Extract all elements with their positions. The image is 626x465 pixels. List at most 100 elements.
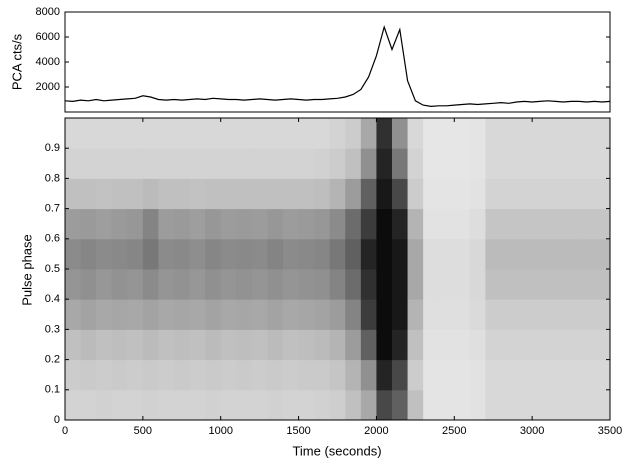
heat-cell: [220, 118, 237, 149]
heat-cell: [65, 359, 82, 391]
heat-cell: [547, 299, 564, 330]
heat-cell: [158, 299, 175, 330]
heat-cell: [360, 359, 377, 391]
heat-cell: [205, 238, 222, 270]
x-axis-label: Time (seconds): [292, 443, 381, 458]
heat-cell: [578, 329, 595, 361]
heat-cell: [501, 389, 518, 421]
heat-cell: [578, 359, 595, 391]
heat-cell: [189, 178, 206, 210]
heat-cell: [454, 269, 471, 300]
heat-cell: [454, 359, 471, 391]
heat-cell: [407, 269, 424, 300]
heat-cell: [501, 238, 518, 270]
heat-cell: [345, 118, 362, 149]
heat-cell: [376, 359, 393, 391]
heat-cell: [547, 389, 564, 421]
heat-cell: [454, 329, 471, 361]
heat-cell: [142, 389, 159, 421]
y-tick-label: 2000: [36, 81, 60, 93]
heat-cell: [298, 269, 315, 300]
heat-cell: [267, 208, 284, 240]
heat-cell: [251, 299, 268, 330]
heat-cell: [298, 238, 315, 270]
heat-cell: [298, 389, 315, 421]
heat-cell: [96, 269, 113, 300]
heat-cell: [454, 178, 471, 210]
heat-cell: [407, 208, 424, 240]
heat-cell: [174, 148, 191, 179]
heat-cell: [469, 389, 486, 421]
heat-cell: [127, 178, 144, 210]
heat-cell: [283, 118, 300, 149]
heat-cell: [360, 389, 377, 421]
heat-cell: [423, 238, 440, 270]
y-tick-label: 0.2: [45, 354, 60, 366]
heat-cell: [298, 178, 315, 210]
heat-cell: [189, 148, 206, 179]
heat-cell: [407, 148, 424, 179]
heat-cell: [438, 389, 455, 421]
heat-cell: [563, 269, 580, 300]
heat-cell: [345, 389, 362, 421]
heat-cell: [65, 269, 82, 300]
heat-cell: [438, 238, 455, 270]
heat-cell: [407, 238, 424, 270]
y-axis-label: Pulse phase: [19, 234, 34, 306]
heat-cell: [423, 208, 440, 240]
heat-cell: [329, 118, 346, 149]
heat-cell: [563, 208, 580, 240]
y-tick-label: 6000: [36, 31, 60, 43]
heat-cell: [65, 329, 82, 361]
heat-cell: [142, 208, 159, 240]
heat-cell: [501, 208, 518, 240]
heat-cell: [594, 269, 611, 300]
heat-cell: [205, 178, 222, 210]
heat-cell: [360, 118, 377, 149]
heat-cell: [205, 208, 222, 240]
heat-cell: [345, 238, 362, 270]
heat-cell: [485, 299, 502, 330]
heat-cell: [407, 178, 424, 210]
heat-cell: [251, 238, 268, 270]
heat-cell: [438, 148, 455, 179]
heat-cell: [345, 178, 362, 210]
heat-cell: [267, 178, 284, 210]
heat-cell: [65, 148, 82, 179]
heat-cell: [532, 389, 549, 421]
heat-cell: [189, 238, 206, 270]
heat-cell: [547, 238, 564, 270]
heat-cell: [485, 269, 502, 300]
heat-cell: [189, 359, 206, 391]
heat-cell: [236, 148, 253, 179]
heat-cell: [578, 208, 595, 240]
heat-cell: [438, 329, 455, 361]
heat-cell: [438, 359, 455, 391]
heat-cell: [251, 359, 268, 391]
heat-cell: [314, 118, 331, 149]
heat-cell: [532, 148, 549, 179]
heat-cell: [469, 208, 486, 240]
heat-cell: [205, 118, 222, 149]
heat-cell: [127, 208, 144, 240]
heat-cell: [65, 389, 82, 421]
heat-cell: [96, 389, 113, 421]
heat-cell: [205, 269, 222, 300]
heat-cell: [142, 299, 159, 330]
heat-cell: [423, 299, 440, 330]
heat-cell: [205, 389, 222, 421]
heat-cell: [205, 299, 222, 330]
heat-cell: [392, 118, 409, 149]
heat-cell: [563, 329, 580, 361]
heat-cell: [142, 148, 159, 179]
heat-cell: [454, 118, 471, 149]
heat-cell: [127, 299, 144, 330]
heat-cell: [111, 269, 128, 300]
heat-cell: [563, 178, 580, 210]
heat-cell: [532, 269, 549, 300]
heat-cell: [392, 329, 409, 361]
heat-cell: [345, 329, 362, 361]
heat-cell: [563, 389, 580, 421]
heat-cell: [594, 329, 611, 361]
